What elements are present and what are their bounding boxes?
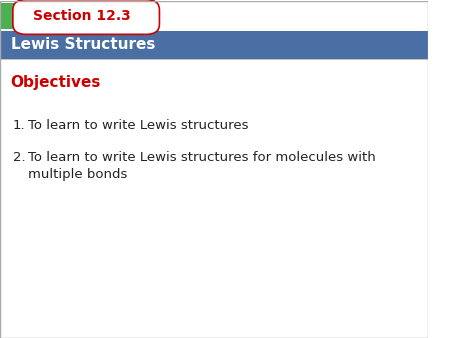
Text: 1.: 1. (13, 119, 26, 132)
FancyBboxPatch shape (0, 31, 428, 59)
Text: 2.: 2. (13, 151, 26, 164)
FancyBboxPatch shape (0, 3, 17, 29)
Text: To learn to write Lewis structures: To learn to write Lewis structures (28, 119, 248, 132)
Text: Section 12.3: Section 12.3 (33, 9, 131, 23)
FancyBboxPatch shape (13, 0, 159, 34)
Text: Lewis Structures: Lewis Structures (11, 38, 155, 52)
Text: Objectives: Objectives (11, 75, 101, 90)
Text: To learn to write Lewis structures for molecules with
multiple bonds: To learn to write Lewis structures for m… (28, 151, 376, 180)
